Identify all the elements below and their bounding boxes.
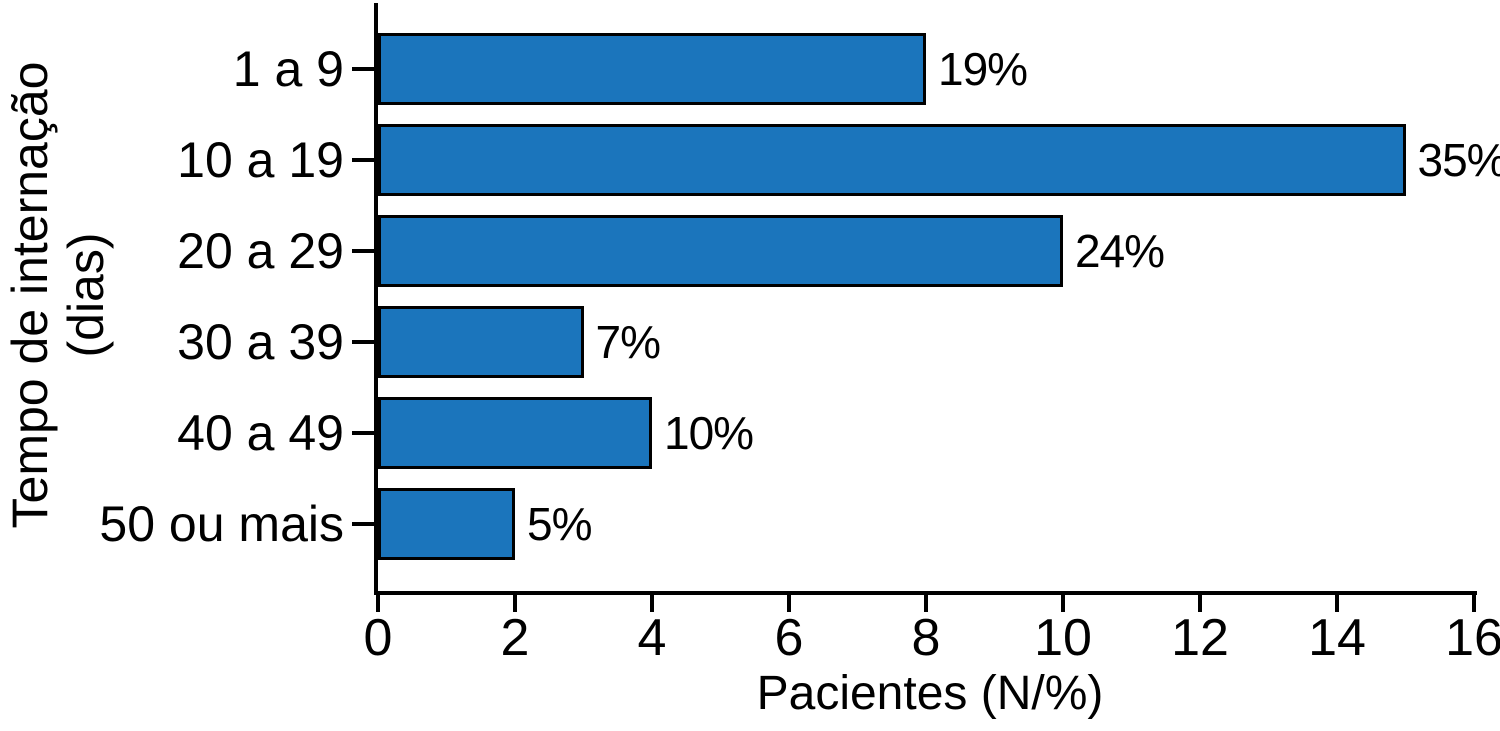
x-tick bbox=[787, 595, 791, 612]
y-axis-line bbox=[374, 3, 378, 595]
value-label: 5% bbox=[527, 498, 592, 550]
x-tick-label: 6 bbox=[774, 609, 804, 667]
x-tick bbox=[1335, 595, 1339, 612]
category-label: 30 a 39 bbox=[177, 314, 344, 370]
x-tick bbox=[513, 595, 517, 612]
bar bbox=[378, 215, 1063, 287]
bar bbox=[378, 33, 926, 105]
x-tick bbox=[650, 595, 654, 612]
y-tick bbox=[352, 67, 376, 71]
category-label: 1 a 9 bbox=[232, 41, 344, 97]
x-axis-title: Pacientes (N/%) bbox=[756, 667, 1104, 720]
x-tick bbox=[1472, 595, 1476, 612]
bar bbox=[378, 124, 1406, 196]
x-tick-label: 16 bbox=[1445, 609, 1500, 667]
value-label: 10% bbox=[664, 407, 754, 459]
x-tick-label: 10 bbox=[1034, 609, 1092, 667]
category-label: 10 a 19 bbox=[177, 132, 344, 188]
value-label: 19% bbox=[938, 43, 1028, 95]
bar bbox=[378, 488, 515, 560]
value-label: 35% bbox=[1417, 134, 1500, 186]
x-tick bbox=[1198, 595, 1202, 612]
x-tick-label: 8 bbox=[911, 609, 941, 667]
y-tick bbox=[352, 431, 376, 435]
bar bbox=[378, 397, 652, 469]
x-axis-line bbox=[374, 591, 1477, 595]
x-tick-label: 12 bbox=[1171, 609, 1229, 667]
x-tick-label: 4 bbox=[637, 609, 667, 667]
y-tick bbox=[352, 522, 376, 526]
bar bbox=[378, 306, 584, 378]
y-tick bbox=[352, 158, 376, 162]
y-tick bbox=[352, 249, 376, 253]
x-tick-label: 14 bbox=[1308, 609, 1366, 667]
value-label: 24% bbox=[1075, 225, 1165, 277]
category-label: 40 a 49 bbox=[177, 405, 344, 461]
x-tick-label: 0 bbox=[363, 609, 393, 667]
y-tick bbox=[352, 340, 376, 344]
x-tick bbox=[1061, 595, 1065, 612]
value-label: 7% bbox=[595, 316, 661, 368]
x-tick bbox=[924, 595, 928, 612]
x-tick-label: 2 bbox=[500, 609, 530, 667]
category-label: 20 a 29 bbox=[177, 223, 344, 279]
x-tick bbox=[376, 595, 380, 612]
category-label: 50 ou mais bbox=[99, 496, 344, 552]
